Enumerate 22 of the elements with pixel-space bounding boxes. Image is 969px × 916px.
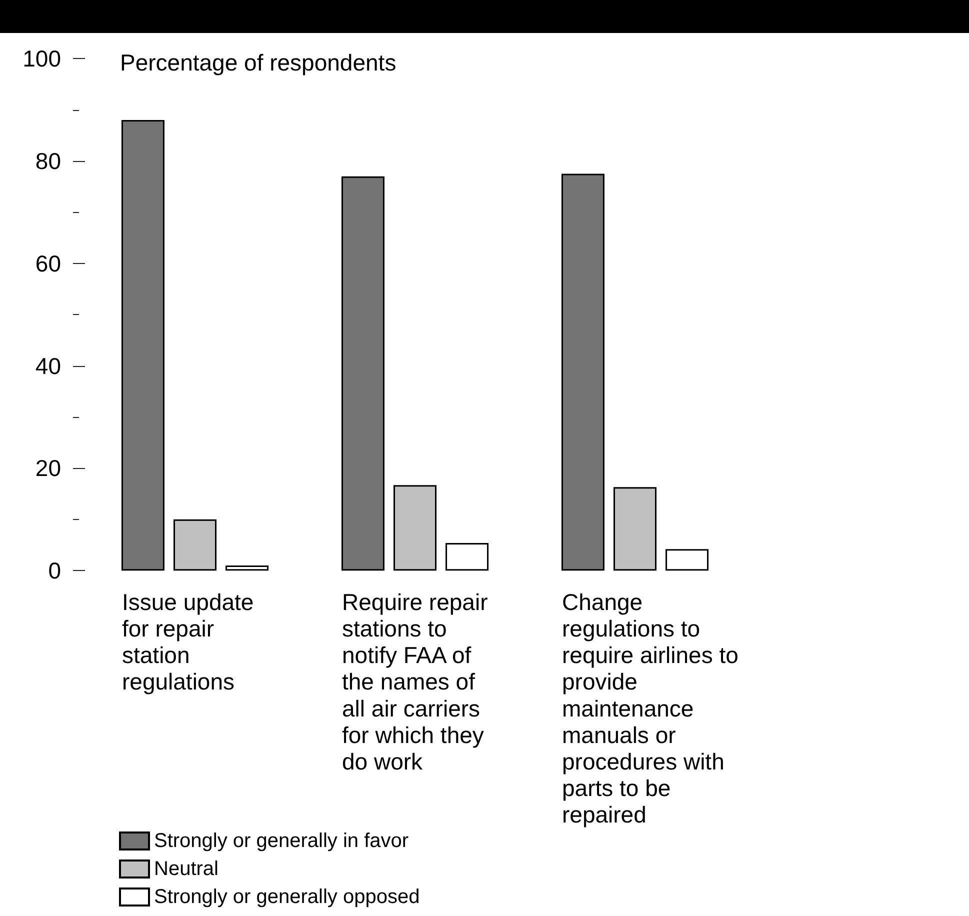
bar	[394, 485, 436, 571]
legend-label: Strongly or generally in favor	[154, 830, 409, 852]
y-axis-title: Percentage of respondents	[120, 50, 396, 76]
y-tick-label: 40	[35, 352, 61, 379]
legend-label: Neutral	[154, 858, 218, 880]
y-tick-label: 100	[22, 46, 61, 72]
y-tick-label: 20	[35, 455, 61, 482]
bar	[121, 120, 164, 571]
bar	[561, 174, 604, 571]
category-label: Change regulations to require airlines to provide maintenance manuals or procedures with parts to be repaired	[562, 588, 738, 828]
bar	[446, 542, 489, 571]
legend-label: Strongly or generally opposed	[154, 886, 420, 908]
bar	[226, 565, 269, 571]
x-tick-label: Require repair stations to notify FAA of the names of all air carriers for which they do work	[342, 588, 488, 774]
bar	[341, 176, 384, 571]
x-tick-label: Issue update for repair station regulations	[122, 588, 254, 695]
y-tick-label: 80	[35, 148, 61, 174]
bar	[614, 487, 656, 571]
bar	[174, 519, 216, 571]
y-tick-label: 60	[35, 250, 61, 276]
bar	[666, 549, 709, 571]
y-tick-label: 0	[48, 558, 61, 584]
